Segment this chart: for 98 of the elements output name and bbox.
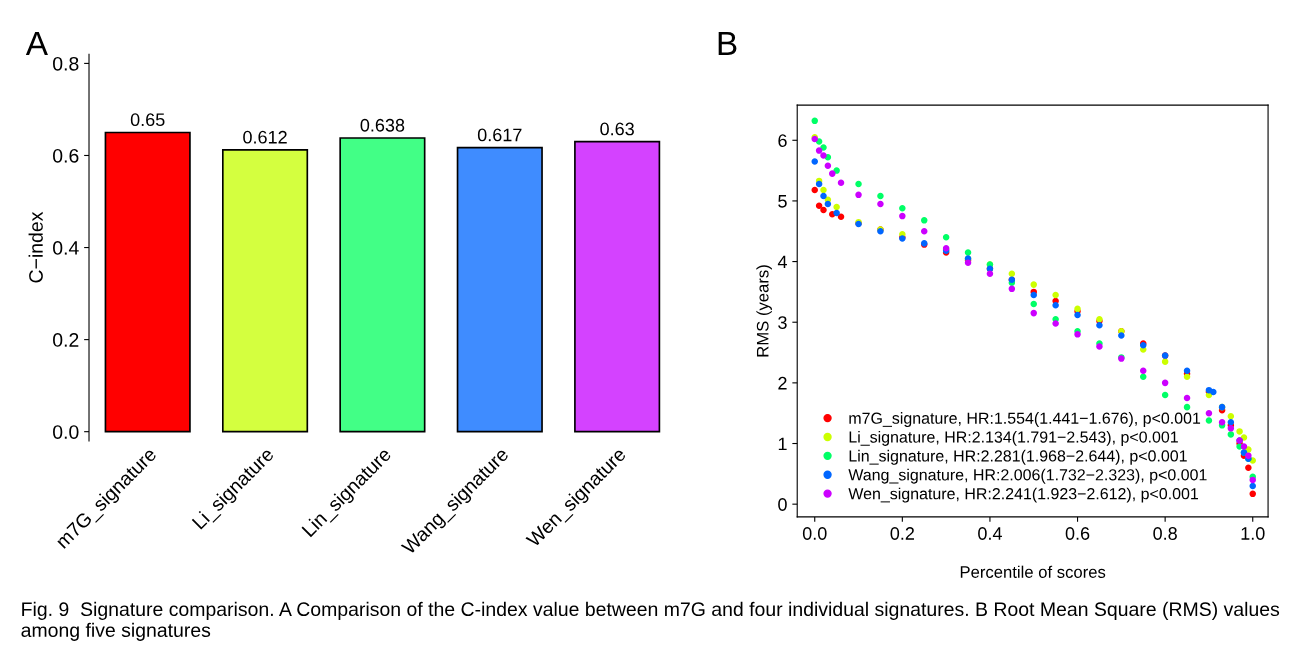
point — [1205, 417, 1213, 424]
point — [1183, 394, 1191, 402]
data-label: 0.63 — [600, 122, 634, 136]
point — [820, 152, 827, 159]
point — [837, 213, 845, 220]
point — [815, 147, 823, 154]
y-tick-label: 6 — [778, 134, 787, 147]
point — [1052, 291, 1059, 299]
y-tick-label: 0.8 — [53, 56, 79, 71]
point — [1008, 270, 1016, 277]
point — [820, 186, 827, 194]
point — [829, 170, 836, 177]
data-label: 0.638 — [360, 118, 405, 132]
point — [1052, 320, 1059, 327]
point — [833, 209, 840, 217]
point — [877, 192, 884, 200]
x-tick-label: 0.0 — [802, 527, 827, 540]
y-tick-label: 0.6 — [53, 148, 79, 163]
point — [837, 179, 845, 186]
data-label: 0.617 — [477, 128, 522, 142]
point — [986, 270, 994, 277]
chart-title: A — [25, 31, 48, 55]
legend-label: m7G_signature, HR:1.554(1.441−1.676), p<0.001 — [849, 412, 1201, 427]
point — [824, 200, 832, 208]
point — [1008, 285, 1016, 293]
legend-label: Wen_signature, HR:2.241(1.923−2.612), p<0.001 — [848, 487, 1199, 503]
data-label: 0.65 — [130, 113, 165, 127]
point — [1227, 431, 1235, 438]
y-axis-title: C−index — [28, 211, 43, 283]
y-tick-label: 0 — [778, 498, 787, 511]
point — [1183, 367, 1191, 374]
y-tick-label: 0.2 — [53, 333, 79, 347]
legend-label: Lin_signature, HR:2.281(1.968−2.644), p<0.001 — [849, 449, 1187, 465]
x-axis-title: Percentile of scores — [960, 565, 1106, 578]
x-tick-label: 0.6 — [1065, 527, 1090, 540]
point — [1074, 311, 1081, 319]
bar — [574, 140, 661, 433]
legend-label: Li_signature, HR:2.134(1.791−2.543), p<0.001 — [849, 430, 1178, 446]
point — [964, 249, 972, 256]
bar — [456, 146, 543, 433]
point — [820, 206, 827, 214]
point — [942, 234, 950, 241]
point — [824, 162, 832, 169]
point — [1183, 403, 1191, 411]
y-tick-label: 2 — [778, 376, 787, 390]
point — [1249, 490, 1256, 498]
point — [811, 158, 818, 165]
point — [877, 200, 884, 208]
point — [920, 217, 928, 224]
point — [855, 191, 862, 199]
point — [1236, 428, 1243, 435]
point — [1161, 379, 1169, 387]
legend-label: Wang_signature, HR:2.006(1.732−2.323), p<0.001 — [848, 468, 1207, 484]
point — [1118, 332, 1125, 339]
point — [811, 117, 818, 125]
y-tick-label: 1 — [778, 437, 787, 451]
point — [1205, 409, 1213, 417]
x-tick-label: 1.0 — [1241, 527, 1265, 540]
y-axis-title: RMS (years) — [756, 265, 772, 357]
point — [899, 204, 906, 212]
point — [1139, 367, 1147, 374]
point — [1249, 482, 1256, 490]
x-tick-label: 0.8 — [1153, 527, 1177, 540]
point — [899, 212, 906, 220]
point — [1161, 358, 1169, 365]
point — [820, 192, 827, 200]
point — [1030, 309, 1037, 317]
x-tick-label: 0.2 — [890, 527, 914, 540]
point — [1161, 391, 1169, 399]
point — [1052, 301, 1059, 309]
y-tick-label: 0.4 — [53, 241, 79, 255]
x-tick-label: 0.4 — [978, 527, 1002, 540]
chart-title: B — [718, 31, 737, 55]
point — [855, 180, 862, 188]
point — [811, 186, 818, 194]
point — [815, 202, 823, 210]
point — [1227, 412, 1235, 420]
point — [820, 144, 827, 151]
y-tick-label: 3 — [778, 316, 787, 329]
point — [1030, 300, 1037, 308]
point — [1139, 373, 1147, 381]
point — [1030, 281, 1037, 288]
point — [1245, 464, 1252, 472]
point — [1240, 443, 1248, 450]
bar — [339, 137, 426, 433]
point — [920, 227, 928, 235]
y-tick-label: 0.0 — [53, 425, 79, 439]
y-tick-label: 4 — [777, 255, 787, 269]
point — [1096, 322, 1103, 329]
point — [1240, 434, 1248, 441]
bar — [221, 149, 309, 433]
data-label: 0.612 — [243, 130, 287, 144]
point — [833, 203, 840, 211]
bar — [104, 131, 191, 433]
point — [833, 167, 840, 174]
y-tick-label: 5 — [778, 195, 787, 208]
caption: Fig. 9 Signature comparison. A Comparison of the C-index value between m7G and four individual signatures. B Root Mean Square (RMS) values among five signatures — [21, 601, 1280, 641]
point — [1210, 388, 1217, 396]
